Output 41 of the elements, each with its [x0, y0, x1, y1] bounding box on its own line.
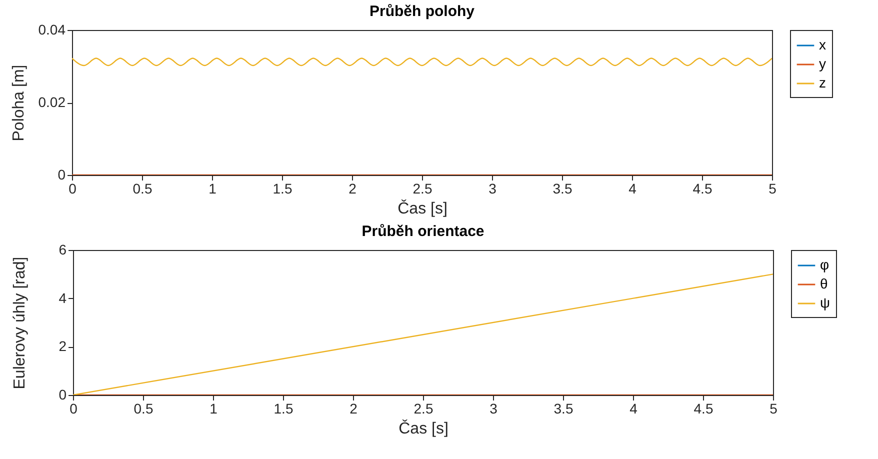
- chart-title: Průběh orientace: [362, 223, 484, 240]
- x-tick-label: 2.5: [414, 400, 434, 416]
- x-tick-label: 3: [490, 400, 498, 416]
- y-tick-label: 0: [58, 386, 67, 402]
- x-tick-label: 0.5: [132, 180, 152, 196]
- y-tick-label: 0.02: [38, 94, 66, 110]
- x-tick-label: 5: [768, 180, 777, 196]
- x-tick-label: 0.5: [134, 400, 154, 416]
- legend-label: φ: [820, 256, 830, 272]
- x-tick-label: 1: [210, 400, 218, 416]
- y-tick-label: 2: [58, 338, 67, 354]
- x-tick-label: 2.5: [412, 180, 432, 196]
- x-tick-label: 4: [628, 180, 637, 196]
- y-tick-label: 0: [58, 166, 66, 182]
- y-tick-label: 4: [58, 290, 67, 306]
- x-tick-label: 4: [630, 400, 638, 416]
- x-tick-label: 1: [208, 180, 217, 196]
- x-tick-label: 5: [770, 400, 778, 416]
- x-tick-label: 0: [68, 180, 77, 196]
- legend-label: θ: [820, 276, 828, 292]
- x-tick-label: 4.5: [694, 400, 714, 416]
- chart-title: Průběh polohy: [370, 3, 476, 20]
- x-tick-label: 2: [348, 180, 357, 196]
- x-tick-label: 4.5: [692, 180, 712, 196]
- legend-label: ψ: [820, 294, 830, 310]
- x-tick-label: 3: [488, 180, 497, 196]
- x-tick-label: 3.5: [554, 400, 574, 416]
- x-tick-label: 0: [70, 400, 78, 416]
- y-axis-title: Eulerovy úhly [rad]: [12, 256, 28, 390]
- x-tick-label: 1.5: [272, 180, 292, 196]
- legend-label: y: [819, 56, 826, 72]
- x-tick-label: 1.5: [274, 400, 294, 416]
- x-tick-label: 3.5: [552, 180, 572, 196]
- y-tick-label: 6: [58, 242, 67, 258]
- legend-label: z: [819, 74, 826, 90]
- x-tick-label: 2: [350, 400, 358, 416]
- y-tick-label: 0.04: [38, 22, 66, 38]
- y-axis-title: Poloha [m]: [10, 64, 28, 142]
- legend-label: x: [819, 36, 826, 52]
- x-axis-title: Čas [s]: [398, 420, 448, 438]
- x-axis-title: Čas [s]: [398, 200, 448, 218]
